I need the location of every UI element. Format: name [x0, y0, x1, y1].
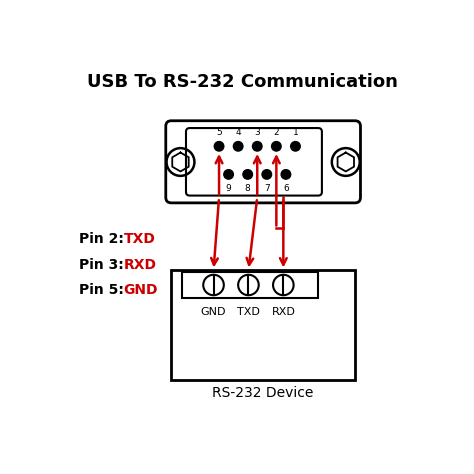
- Text: RXD: RXD: [272, 307, 295, 317]
- Text: 2: 2: [273, 128, 279, 137]
- Circle shape: [281, 170, 291, 179]
- Circle shape: [224, 170, 233, 179]
- Circle shape: [233, 142, 243, 151]
- Text: RXD: RXD: [124, 258, 156, 272]
- FancyBboxPatch shape: [186, 128, 322, 196]
- Text: 3: 3: [255, 128, 260, 137]
- Text: USB To RS-232 Communication: USB To RS-232 Communication: [88, 73, 398, 91]
- Bar: [182, 272, 318, 298]
- Text: 4: 4: [235, 128, 241, 137]
- Text: Pin 2:: Pin 2:: [80, 232, 124, 246]
- Text: TXD: TXD: [237, 307, 260, 317]
- Text: RS-232 Device: RS-232 Device: [212, 386, 314, 400]
- Circle shape: [243, 170, 253, 179]
- Text: 7: 7: [264, 183, 270, 192]
- Circle shape: [262, 170, 272, 179]
- Text: Pin 5:: Pin 5:: [80, 283, 124, 298]
- Bar: [171, 270, 355, 380]
- Text: 8: 8: [245, 183, 251, 192]
- FancyBboxPatch shape: [166, 121, 360, 203]
- Circle shape: [214, 142, 224, 151]
- Circle shape: [253, 142, 262, 151]
- Text: TXD: TXD: [124, 232, 155, 246]
- Text: GND: GND: [201, 307, 226, 317]
- Text: Pin 3:: Pin 3:: [80, 258, 124, 272]
- Text: 1: 1: [292, 128, 298, 137]
- Text: GND: GND: [124, 283, 158, 298]
- Text: 5: 5: [216, 128, 222, 137]
- Text: 9: 9: [226, 183, 231, 192]
- Circle shape: [272, 142, 281, 151]
- Circle shape: [291, 142, 300, 151]
- Text: 6: 6: [283, 183, 289, 192]
